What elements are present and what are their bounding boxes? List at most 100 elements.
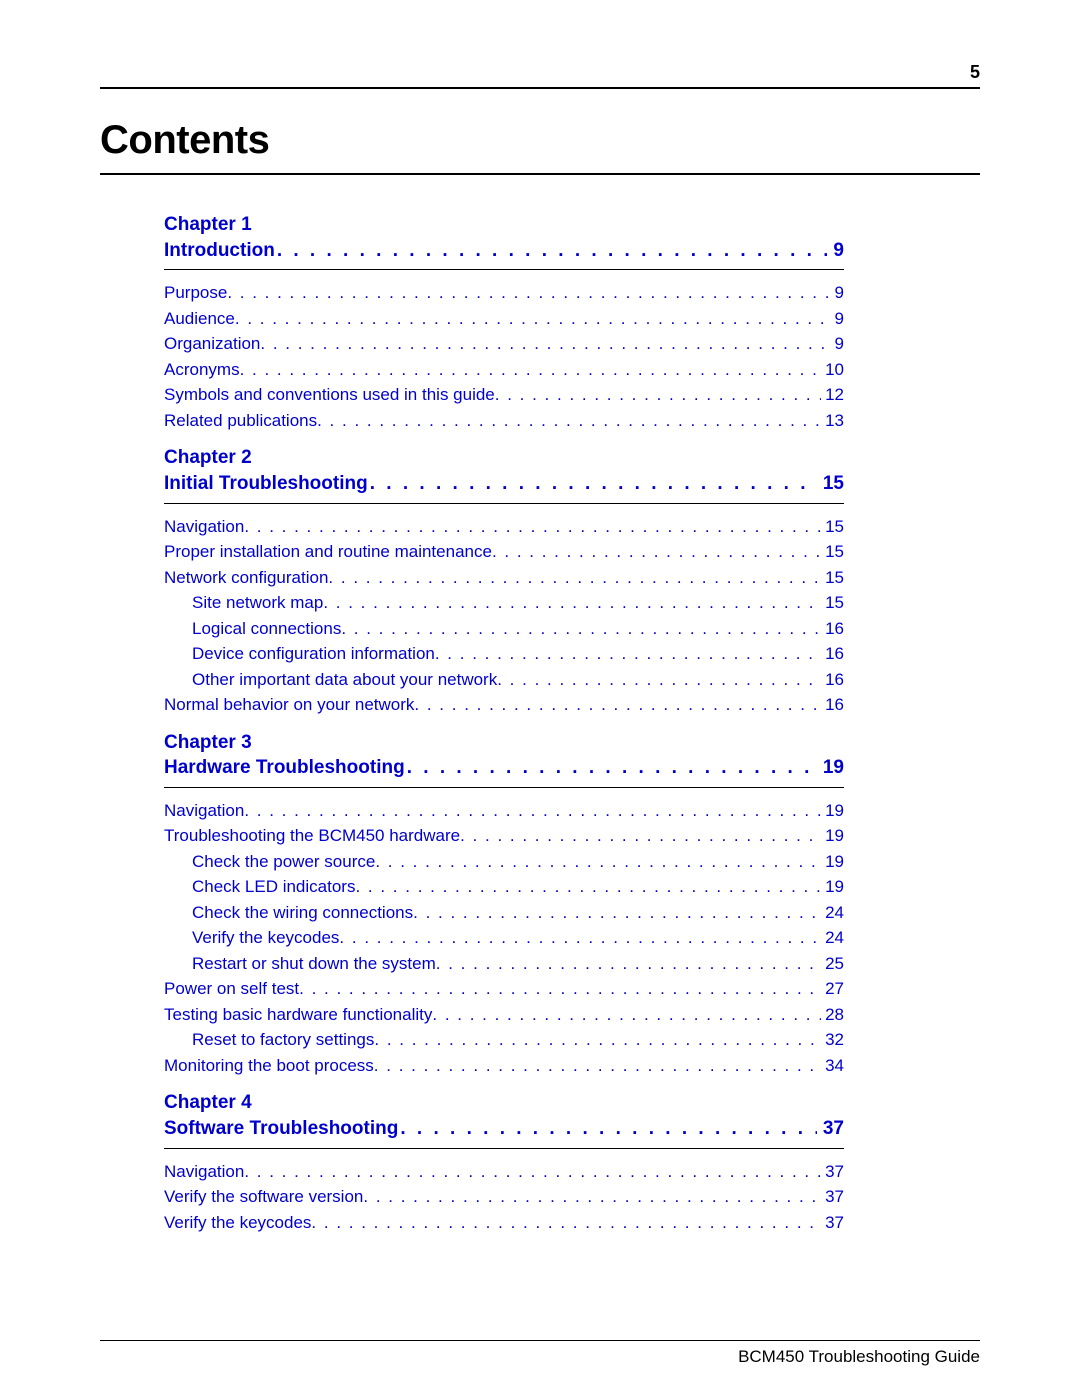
toc-entry-page: 15 (821, 590, 844, 616)
title-rule (100, 173, 980, 175)
toc-entry[interactable]: Related publications 13 (164, 408, 844, 434)
dot-leader (355, 874, 821, 900)
dot-leader (432, 1002, 821, 1028)
toc-entry-page: 19 (821, 823, 844, 849)
dot-leader (260, 331, 830, 357)
toc-entry-label: Proper installation and routine maintena… (164, 539, 492, 565)
toc-entry-label: Check the wiring connections (192, 900, 413, 926)
dot-leader (495, 382, 821, 408)
chapter-label[interactable]: Chapter 4 (164, 1090, 844, 1116)
toc-entry-label: Navigation (164, 798, 244, 824)
dot-leader (374, 1027, 821, 1053)
toc-entry-page: 12 (821, 382, 844, 408)
dot-leader (299, 976, 821, 1002)
toc-entry-page: 28 (821, 1002, 844, 1028)
chapter-title-row[interactable]: Introduction 9 (164, 238, 844, 264)
dot-leader (363, 1184, 821, 1210)
toc-entry[interactable]: Testing basic hardware functionality 28 (164, 1002, 844, 1028)
toc-entry[interactable]: Verify the keycodes 37 (164, 1210, 844, 1236)
chapter-label[interactable]: Chapter 2 (164, 445, 844, 471)
toc-entry-page: 16 (821, 616, 844, 642)
toc-entry-page: 27 (821, 976, 844, 1002)
dot-leader (370, 471, 817, 497)
dot-leader (244, 514, 821, 540)
toc-entry-label: Navigation (164, 1159, 244, 1185)
chapter-page: 9 (827, 238, 844, 264)
toc-entry-label: Normal behavior on your network (164, 692, 414, 718)
dot-leader (227, 280, 830, 306)
dot-leader (339, 925, 821, 951)
toc-entry[interactable]: Proper installation and routine maintena… (164, 539, 844, 565)
toc-entry[interactable]: Purpose 9 (164, 280, 844, 306)
dot-leader (375, 849, 821, 875)
toc-entry[interactable]: Acronyms 10 (164, 357, 844, 383)
chapter-page: 15 (817, 471, 844, 497)
toc-entry[interactable]: Reset to factory settings 32 (164, 1027, 844, 1053)
toc-entry-label: Logical connections (192, 616, 341, 642)
toc-entry[interactable]: Organization 9 (164, 331, 844, 357)
toc-entry[interactable]: Symbols and conventions used in this gui… (164, 382, 844, 408)
toc-entry[interactable]: Navigation 19 (164, 798, 844, 824)
toc-entry[interactable]: Other important data about your network … (164, 667, 844, 693)
chapter-title-row[interactable]: Hardware Troubleshooting 19 (164, 755, 844, 781)
contents-title: Contents (100, 118, 269, 163)
toc-entry-label: Check the power source (192, 849, 375, 875)
toc-entry[interactable]: Device configuration information 16 (164, 641, 844, 667)
toc-entry-page: 16 (821, 692, 844, 718)
dot-leader (277, 238, 828, 264)
dot-leader (497, 667, 821, 693)
toc-entry[interactable]: Site network map 15 (164, 590, 844, 616)
toc-entry[interactable]: Check the wiring connections 24 (164, 900, 844, 926)
toc-entry-page: 10 (821, 357, 844, 383)
page-number: 5 (970, 62, 980, 83)
dot-leader (341, 616, 821, 642)
toc-entry[interactable]: Navigation 15 (164, 514, 844, 540)
toc-entry-page: 19 (821, 874, 844, 900)
chapter-label[interactable]: Chapter 3 (164, 730, 844, 756)
chapter-title: Software Troubleshooting (164, 1116, 398, 1142)
toc-entry[interactable]: Verify the keycodes 24 (164, 925, 844, 951)
dot-leader (317, 408, 821, 434)
toc-entry[interactable]: Check LED indicators 19 (164, 874, 844, 900)
toc-entry[interactable]: Troubleshooting the BCM450 hardware 19 (164, 823, 844, 849)
dot-leader (400, 1116, 817, 1142)
dot-leader (407, 755, 817, 781)
dot-leader (240, 357, 822, 383)
chapter-entries: Navigation 15Proper installation and rou… (164, 503, 844, 718)
toc-entry-page: 34 (821, 1053, 844, 1079)
toc-entry-page: 13 (821, 408, 844, 434)
dot-leader (374, 1053, 821, 1079)
page: 5 Contents Chapter 1Introduction 9 Purpos… (100, 0, 980, 1397)
chapter-title-row[interactable]: Initial Troubleshooting 15 (164, 471, 844, 497)
toc-entry-label: Related publications (164, 408, 317, 434)
toc-entry-label: Troubleshooting the BCM450 hardware (164, 823, 460, 849)
toc-entry[interactable]: Restart or shut down the system 25 (164, 951, 844, 977)
dot-leader (413, 900, 821, 926)
chapter-entries: Purpose 9Audience 9Organization 9Acronym… (164, 269, 844, 433)
dot-leader (244, 798, 821, 824)
toc-entry-label: Network configuration (164, 565, 328, 591)
toc-entry-label: Navigation (164, 514, 244, 540)
toc-entry-label: Verify the software version (164, 1184, 363, 1210)
toc-entry[interactable]: Network configuration 15 (164, 565, 844, 591)
toc-entry-page: 9 (831, 280, 844, 306)
toc-entry[interactable]: Audience 9 (164, 306, 844, 332)
chapter-entries: Navigation 19Troubleshooting the BCM450 … (164, 787, 844, 1079)
toc-entry-label: Purpose (164, 280, 227, 306)
dot-leader (235, 306, 831, 332)
toc-entry[interactable]: Verify the software version 37 (164, 1184, 844, 1210)
toc-entry-page: 37 (821, 1210, 844, 1236)
toc-entry[interactable]: Logical connections 16 (164, 616, 844, 642)
toc-entry[interactable]: Monitoring the boot process 34 (164, 1053, 844, 1079)
chapter-title-row[interactable]: Software Troubleshooting 37 (164, 1116, 844, 1142)
chapter-block: Chapter 3Hardware Troubleshooting 19 Navi… (164, 730, 844, 1079)
toc-entry-label: Check LED indicators (192, 874, 355, 900)
toc-entry[interactable]: Check the power source 19 (164, 849, 844, 875)
toc-entry-label: Symbols and conventions used in this gui… (164, 382, 495, 408)
toc-entry-page: 15 (821, 565, 844, 591)
toc-entry[interactable]: Normal behavior on your network 16 (164, 692, 844, 718)
toc-entry[interactable]: Power on self test 27 (164, 976, 844, 1002)
toc-entry[interactable]: Navigation 37 (164, 1159, 844, 1185)
chapter-label[interactable]: Chapter 1 (164, 212, 844, 238)
dot-leader (328, 565, 821, 591)
